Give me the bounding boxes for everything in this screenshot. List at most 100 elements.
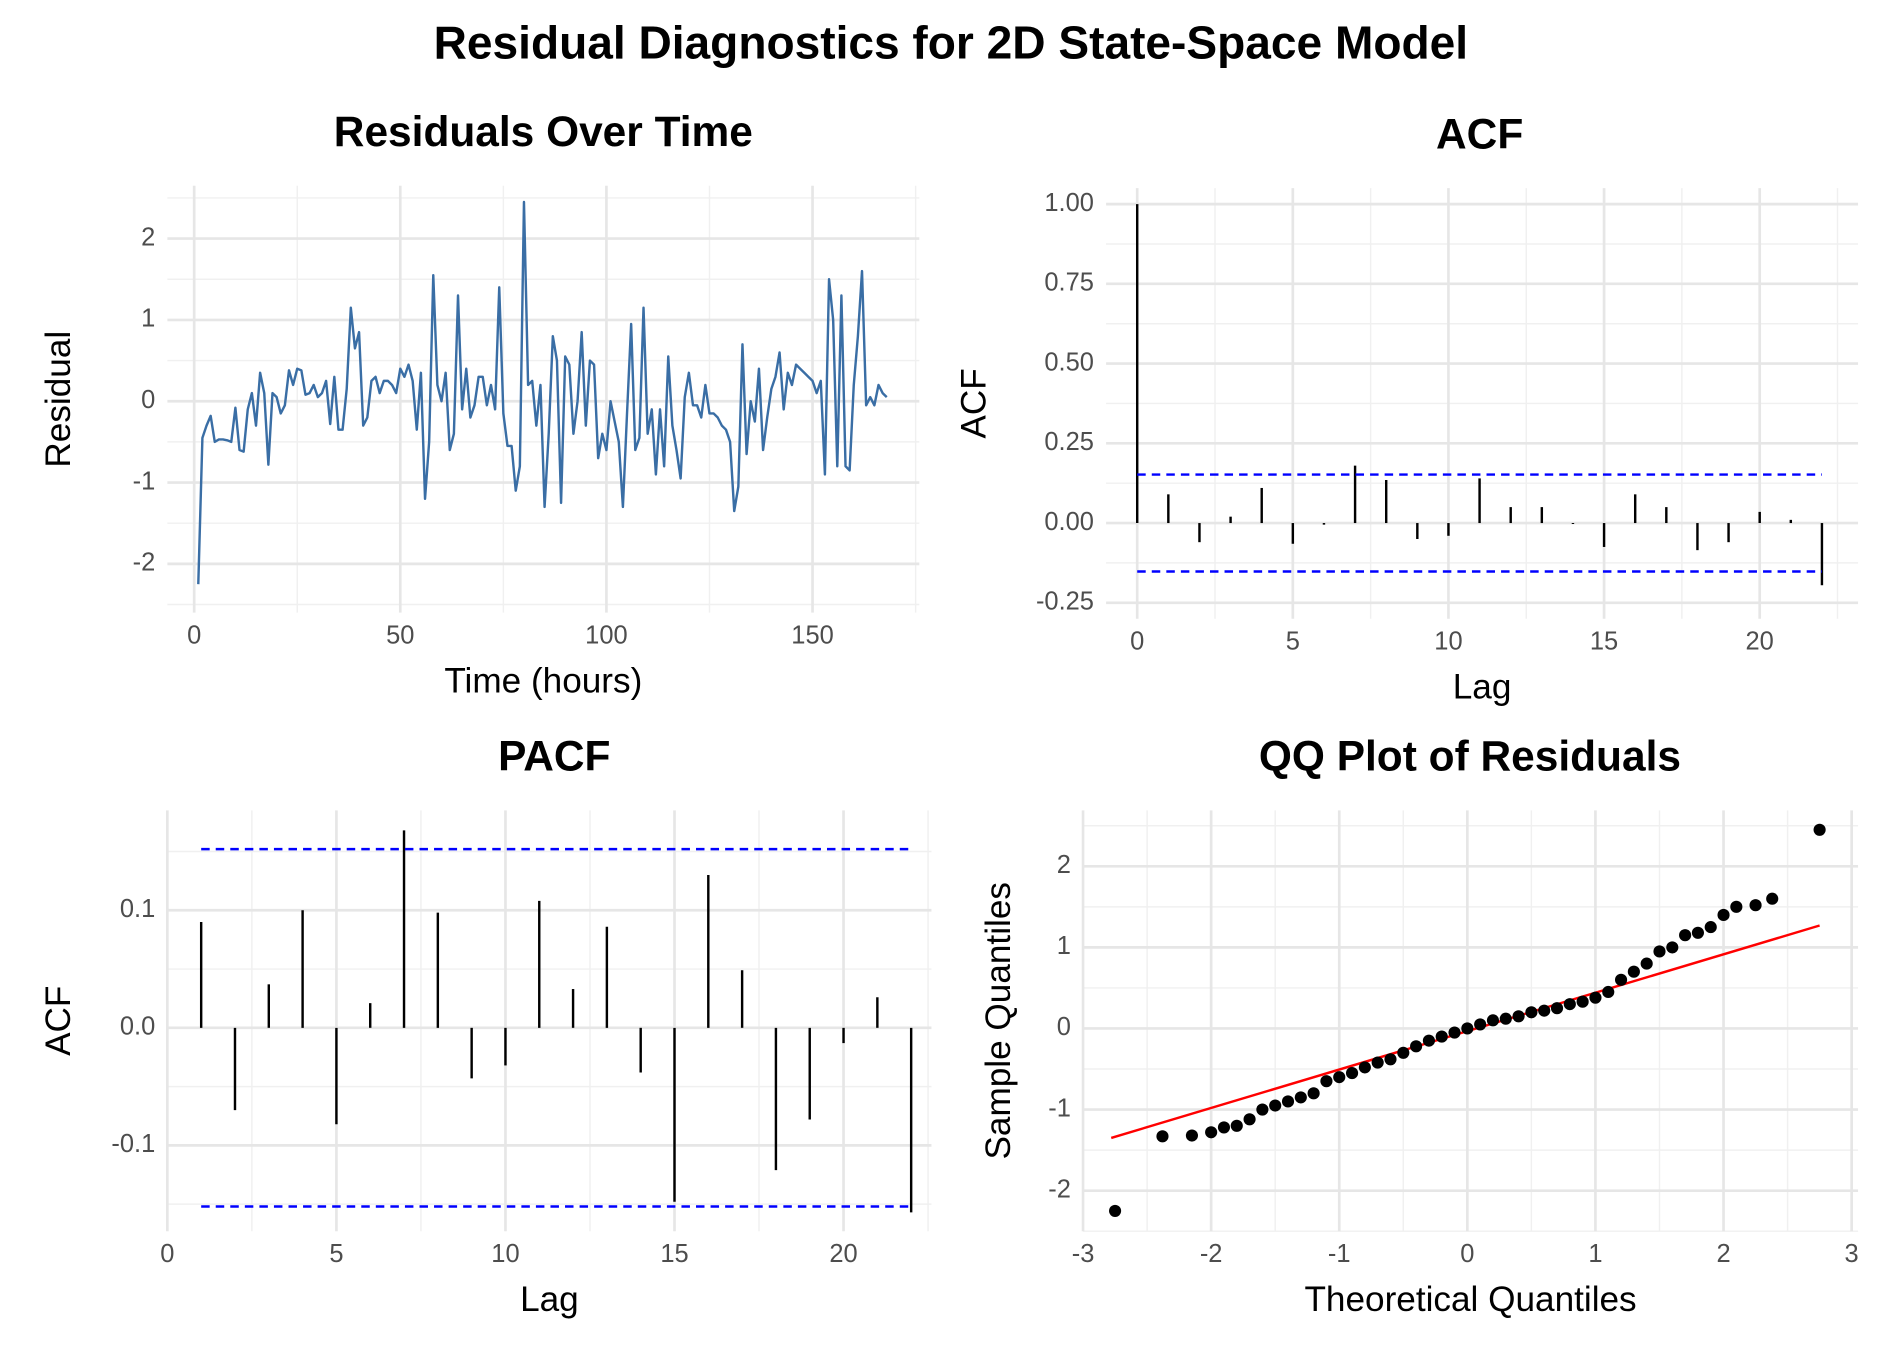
qq-point [1627,965,1640,978]
x-tick-label: 5 [1286,628,1300,656]
qq-point [1486,1014,1500,1027]
qq-point [1589,991,1602,1004]
qq-point [1653,945,1666,958]
y-tick-label: 1.00 [1044,189,1094,217]
residual-line [197,200,888,585]
x-tick-label: 150 [791,622,833,650]
qq-point [1525,1006,1538,1019]
y-tick-label: 2 [1057,851,1071,879]
y-tick-label: 0 [1057,1013,1071,1041]
panel: -2 -1 0 1 2 -3 -2 -1 0 1 2 3 QQ Plot of Residuals The… [979,733,1859,1319]
y-tick-label: 0.25 [1044,428,1094,456]
qq-point [1371,1056,1384,1069]
qq-point [1717,908,1730,922]
x-tick-label: 5 [329,1240,343,1268]
qq-point [1550,1002,1564,1015]
panel-title: QQ Plot of Residuals [1259,733,1681,780]
qq-point [1461,1022,1474,1035]
qq-point [1243,1113,1256,1126]
y-tick-label: 0.75 [1044,269,1094,297]
chart-title: Residual Diagnostics for 2D State-Space … [434,16,1468,68]
qq-point [1435,1030,1448,1043]
qq-point [1422,1034,1435,1047]
qq-point [1691,926,1704,939]
qq-point [1448,1026,1461,1039]
x-tick-label: 10 [1434,628,1462,656]
panel: -0.1 0.0 0.1 0 5 10 15 20 PACF Lag ACF [39,733,932,1319]
y-tick-label: 0.00 [1044,508,1094,536]
qq-point [1563,998,1576,1011]
y-tick-label: 1 [1057,932,1071,960]
qq-point [1217,1121,1231,1134]
x-tick-label: 2 [1716,1240,1730,1268]
qq-point [1384,1053,1397,1066]
x-tick-label: 15 [660,1240,688,1268]
y-tick-label: 1 [141,305,155,333]
x-tick-label: 20 [1746,628,1774,656]
x-tick-label: 3 [1845,1240,1859,1268]
qq-point [1813,823,1826,836]
qq-point [1576,995,1589,1008]
qq-point [1256,1103,1269,1116]
qq-point [1281,1095,1295,1108]
x-tick-label: -2 [1200,1240,1223,1268]
qq-point [1749,899,1762,912]
x-axis-title: Time (hours) [444,661,642,700]
qq-point [1269,1099,1282,1112]
y-tick-label: 2 [141,223,155,251]
panel-title: Residuals Over Time [334,108,753,155]
x-tick-label: 20 [829,1240,857,1268]
qq-point [1358,1061,1371,1074]
qq-point [1320,1075,1333,1088]
x-tick-label: 10 [491,1240,519,1268]
qq-point [1345,1067,1359,1080]
qq-point [1766,892,1779,905]
x-axis-title: Lag [520,1280,579,1319]
qq-point [1538,1004,1551,1017]
panel-title: ACF [1436,110,1523,157]
qq-point [1333,1071,1346,1084]
x-tick-label: 0 [1130,628,1144,656]
qq-point [1602,985,1615,999]
y-tick-label: -1 [1048,1094,1071,1122]
y-tick-label: 0 [141,386,155,414]
y-tick-label: 0.1 [120,895,155,923]
y-tick-label: -2 [133,549,156,577]
y-axis-title: Sample Quantiles [979,882,1018,1160]
x-axis-title: Theoretical Quantiles [1304,1280,1636,1319]
panel: -2 -1 0 1 2 0 50 100 150 Residuals Over Time Time … [39,108,920,700]
x-tick-label: -1 [1328,1240,1351,1268]
qq-point [1474,1018,1487,1031]
y-tick-label: -1 [133,467,156,495]
qq-point [1614,973,1628,986]
x-tick-label: 15 [1590,628,1618,656]
panel: -0.25 0.00 0.25 0.50 0.75 1.00 0 5 10 15 20 ACF Lag A… [955,110,1859,706]
x-tick-label: 100 [585,622,627,650]
qq-point [1185,1129,1198,1142]
x-tick-label: 50 [386,622,414,650]
x-axis-title: Lag [1453,667,1512,706]
x-tick-label: 0 [187,622,201,650]
y-tick-label: -0.25 [1036,587,1094,615]
y-tick-label: 0.0 [120,1013,155,1041]
qq-point [1294,1091,1307,1104]
qq-point [1704,921,1717,934]
y-tick-label: -2 [1048,1175,1071,1203]
qq-point [1640,957,1653,970]
y-tick-label: -0.1 [111,1130,155,1158]
qq-point [1679,929,1692,942]
qq-point [1499,1012,1512,1025]
qq-point [1730,900,1743,913]
qq-point [1109,1204,1122,1217]
x-tick-label: 1 [1588,1240,1602,1268]
qq-point [1666,941,1679,954]
y-axis-title: ACF [39,986,78,1056]
qq-point [1307,1087,1320,1100]
y-axis-title: Residual [39,331,78,468]
qq-point [1156,1130,1169,1143]
qq-point [1410,1040,1423,1053]
qq-point [1397,1046,1410,1059]
y-axis-title: ACF [955,368,994,438]
panel-title: PACF [498,733,610,780]
